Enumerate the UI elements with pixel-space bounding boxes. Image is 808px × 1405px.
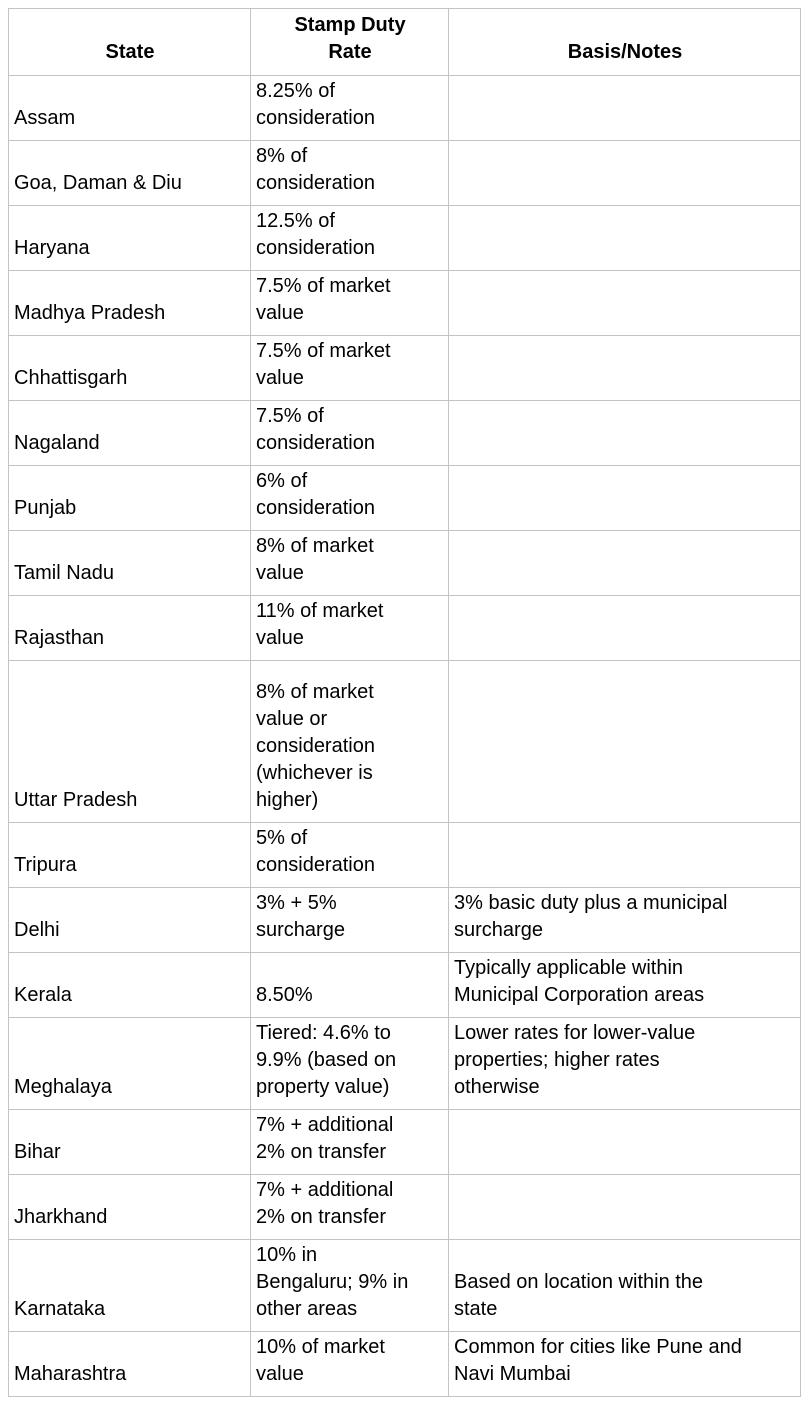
- rate-cell: 7% + additional 2% on transfer: [250, 1109, 449, 1175]
- table-row-meghalaya: Meghalaya Tiered: 4.6% to 9.9% (based on…: [8, 1017, 801, 1110]
- state-cell: Maharashtra: [8, 1331, 251, 1397]
- table-row-chhattisgarh: Chhattisgarh 7.5% of market value: [8, 335, 801, 401]
- state-cell: Punjab: [8, 465, 251, 531]
- notes-cell: [448, 205, 801, 271]
- table-row-assam: Assam 8.25% of consideration: [8, 75, 801, 141]
- rate-cell: 7.5% of market value: [250, 335, 449, 401]
- table-row-tripura: Tripura 5% of consideration: [8, 822, 801, 888]
- state-cell: Goa, Daman & Diu: [8, 140, 251, 206]
- table-row-bihar: Bihar 7% + additional 2% on transfer: [8, 1109, 801, 1175]
- column-header-state: State: [8, 8, 251, 76]
- rate-cell: Tiered: 4.6% to 9.9% (based on property …: [250, 1017, 449, 1110]
- notes-cell: [448, 1109, 801, 1175]
- state-cell: Bihar: [8, 1109, 251, 1175]
- notes-cell: 3% basic duty plus a municipal surcharge: [448, 887, 801, 953]
- table-row-karnataka: Karnataka 10% in Bengaluru; 9% in other …: [8, 1239, 801, 1332]
- notes-cell: [448, 400, 801, 466]
- rate-cell: 7% + additional 2% on transfer: [250, 1174, 449, 1240]
- notes-cell: [448, 270, 801, 336]
- table-row-tamil-nadu: Tamil Nadu 8% of market value: [8, 530, 801, 596]
- column-header-notes: Basis/Notes: [448, 8, 801, 76]
- notes-cell: [448, 75, 801, 141]
- state-cell: Delhi: [8, 887, 251, 953]
- rate-cell: 8.50%: [250, 952, 449, 1018]
- state-cell: Meghalaya: [8, 1017, 251, 1110]
- rate-cell: 10% in Bengaluru; 9% in other areas: [250, 1239, 449, 1332]
- rate-cell: 3% + 5% surcharge: [250, 887, 449, 953]
- notes-cell: Lower rates for lower-value properties; …: [448, 1017, 801, 1110]
- rate-cell: 11% of market value: [250, 595, 449, 661]
- state-cell: Chhattisgarh: [8, 335, 251, 401]
- notes-cell: [448, 335, 801, 401]
- rate-cell: 8% of consideration: [250, 140, 449, 206]
- table-row-kerala: Kerala 8.50% Typically applicable within…: [8, 952, 801, 1018]
- state-cell: Nagaland: [8, 400, 251, 466]
- notes-cell: Common for cities like Pune and Navi Mum…: [448, 1331, 801, 1397]
- table-row-madhya-pradesh: Madhya Pradesh 7.5% of market value: [8, 270, 801, 336]
- state-cell: Rajasthan: [8, 595, 251, 661]
- state-cell: Karnataka: [8, 1239, 251, 1332]
- rate-cell: 7.5% of market value: [250, 270, 449, 336]
- rate-cell: 8% of market value or consideration (whi…: [250, 660, 449, 823]
- notes-cell: [448, 465, 801, 531]
- notes-cell: [448, 140, 801, 206]
- notes-cell: [448, 595, 801, 661]
- rate-cell: 6% of consideration: [250, 465, 449, 531]
- state-cell: Jharkhand: [8, 1174, 251, 1240]
- state-cell: Kerala: [8, 952, 251, 1018]
- rate-cell: 12.5% of consideration: [250, 205, 449, 271]
- table-row-goa-daman-diu: Goa, Daman & Diu 8% of consideration: [8, 140, 801, 206]
- state-cell: Haryana: [8, 205, 251, 271]
- rate-cell: 8.25% of consideration: [250, 75, 449, 141]
- rate-cell: 8% of market value: [250, 530, 449, 596]
- notes-cell: [448, 660, 801, 823]
- table-row-nagaland: Nagaland 7.5% of consideration: [8, 400, 801, 466]
- state-cell: Assam: [8, 75, 251, 141]
- table-row-delhi: Delhi 3% + 5% surcharge 3% basic duty pl…: [8, 887, 801, 953]
- state-cell: Uttar Pradesh: [8, 660, 251, 823]
- stamp-duty-table: State Stamp Duty Rate Basis/Notes Assam …: [8, 8, 801, 1397]
- state-cell: Tripura: [8, 822, 251, 888]
- notes-cell: [448, 530, 801, 596]
- table-row-maharashtra: Maharashtra 10% of market value Common f…: [8, 1331, 801, 1397]
- rate-cell: 7.5% of consideration: [250, 400, 449, 466]
- table-row-haryana: Haryana 12.5% of consideration: [8, 205, 801, 271]
- table-row-uttar-pradesh: Uttar Pradesh 8% of market value or cons…: [8, 660, 801, 823]
- table-row-rajasthan: Rajasthan 11% of market value: [8, 595, 801, 661]
- column-header-rate: Stamp Duty Rate: [250, 8, 449, 76]
- notes-cell: Based on location within the state: [448, 1239, 801, 1332]
- header-row: State Stamp Duty Rate Basis/Notes: [8, 8, 801, 76]
- notes-cell: [448, 1174, 801, 1240]
- rate-cell: 5% of consideration: [250, 822, 449, 888]
- table-row-jharkhand: Jharkhand 7% + additional 2% on transfer: [8, 1174, 801, 1240]
- state-cell: Tamil Nadu: [8, 530, 251, 596]
- rate-cell: 10% of market value: [250, 1331, 449, 1397]
- notes-cell: [448, 822, 801, 888]
- state-cell: Madhya Pradesh: [8, 270, 251, 336]
- notes-cell: Typically applicable within Municipal Co…: [448, 952, 801, 1018]
- table-row-punjab: Punjab 6% of consideration: [8, 465, 801, 531]
